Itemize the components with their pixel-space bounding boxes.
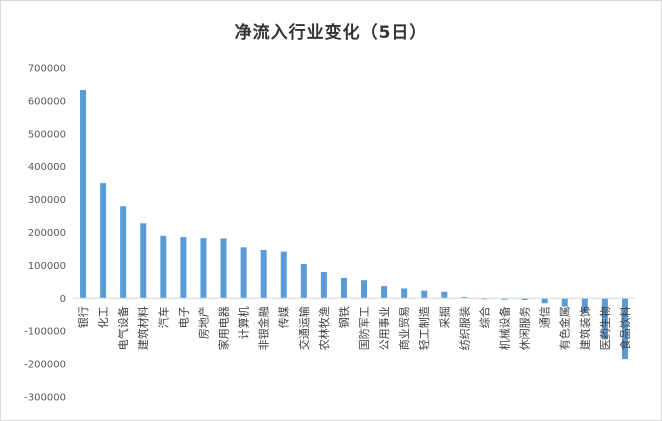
bar (361, 280, 368, 299)
x-tick-label: 汽车 (156, 306, 170, 328)
x-tick-label: 交通运输 (297, 306, 311, 350)
bar (280, 251, 287, 299)
x-tick-label: 化工 (96, 306, 110, 328)
bar (461, 296, 468, 299)
x-tick-label: 有色金属 (558, 306, 572, 350)
bar (120, 206, 127, 299)
bar (381, 286, 388, 299)
x-tick-label: 农林牧渔 (317, 306, 331, 350)
y-tick-label: 300000 (28, 195, 66, 206)
x-tick-label: 采掘 (437, 306, 451, 328)
x-tick-label: 公用事业 (378, 306, 391, 350)
x-tick-label: 家用电器 (217, 306, 231, 350)
bar (220, 238, 227, 299)
bars (80, 90, 628, 360)
bar (320, 271, 327, 299)
bar (561, 298, 568, 307)
x-tick-label: 电气设备 (116, 306, 130, 350)
x-tick-label: 休闲服务 (518, 306, 532, 350)
y-tick-label: -100000 (24, 327, 66, 338)
x-tick-label: 房地产 (196, 306, 210, 339)
y-tick-label: 400000 (28, 162, 66, 173)
x-tick-label: 轻工制造 (417, 306, 431, 350)
chart-title: 净流入行业变化（5日） (234, 23, 428, 43)
x-tick-label: 食品饮料 (618, 306, 632, 350)
bar (421, 290, 428, 299)
bar (180, 237, 187, 299)
bar (240, 247, 247, 299)
x-tick-label: 医药生物 (598, 306, 612, 350)
y-tick-label: 0 (60, 294, 66, 305)
x-tick-label: 综合 (477, 306, 491, 328)
bar (541, 298, 548, 304)
x-tick-label: 电子 (177, 306, 190, 328)
x-tick-label: 传媒 (278, 306, 291, 328)
x-tick-label: 计算机 (237, 306, 251, 339)
x-tick-label: 商业贸易 (397, 306, 411, 350)
x-tick-label: 建筑装饰 (578, 306, 592, 350)
y-tick-label: 500000 (28, 129, 66, 140)
y-axis: 700000 600000 500000 400000 300000 200000 1000… (24, 64, 66, 404)
bar (441, 291, 448, 299)
bar (601, 298, 608, 340)
bar (80, 90, 87, 299)
x-tick-label: 机械设备 (498, 306, 512, 350)
bar (260, 249, 267, 299)
bar (340, 277, 347, 299)
y-tick-label: -300000 (24, 393, 66, 404)
x-tick-label: 国防军工 (357, 306, 371, 350)
bar (521, 298, 528, 300)
bar (621, 298, 628, 360)
bar (140, 223, 147, 299)
y-tick-label: 600000 (28, 96, 66, 107)
bar (581, 298, 588, 314)
bar (401, 288, 408, 299)
bar (200, 238, 207, 299)
x-tick-label: 建筑材料 (136, 306, 150, 350)
x-axis-category-labels: 银行 化工 电气设备 建筑材料 汽车 电子 房地产 家用电器 计算机 非银金融 传媒 交通运输 农林牧渔… (76, 306, 632, 350)
x-tick-label: 通信 (539, 306, 552, 328)
bar (300, 264, 307, 299)
x-tick-label: 纺织服装 (457, 306, 471, 350)
x-tick-label: 银行 (76, 306, 90, 328)
y-tick-label: 700000 (28, 64, 66, 75)
y-tick-label: 200000 (28, 228, 66, 239)
x-tick-label: 非银金融 (257, 306, 271, 350)
y-tick-label: -200000 (24, 360, 66, 371)
bar (501, 298, 508, 300)
bar (160, 235, 167, 299)
bar (100, 183, 107, 299)
y-tick-label: 100000 (28, 261, 66, 272)
x-tick-label: 钢铁 (338, 306, 351, 328)
